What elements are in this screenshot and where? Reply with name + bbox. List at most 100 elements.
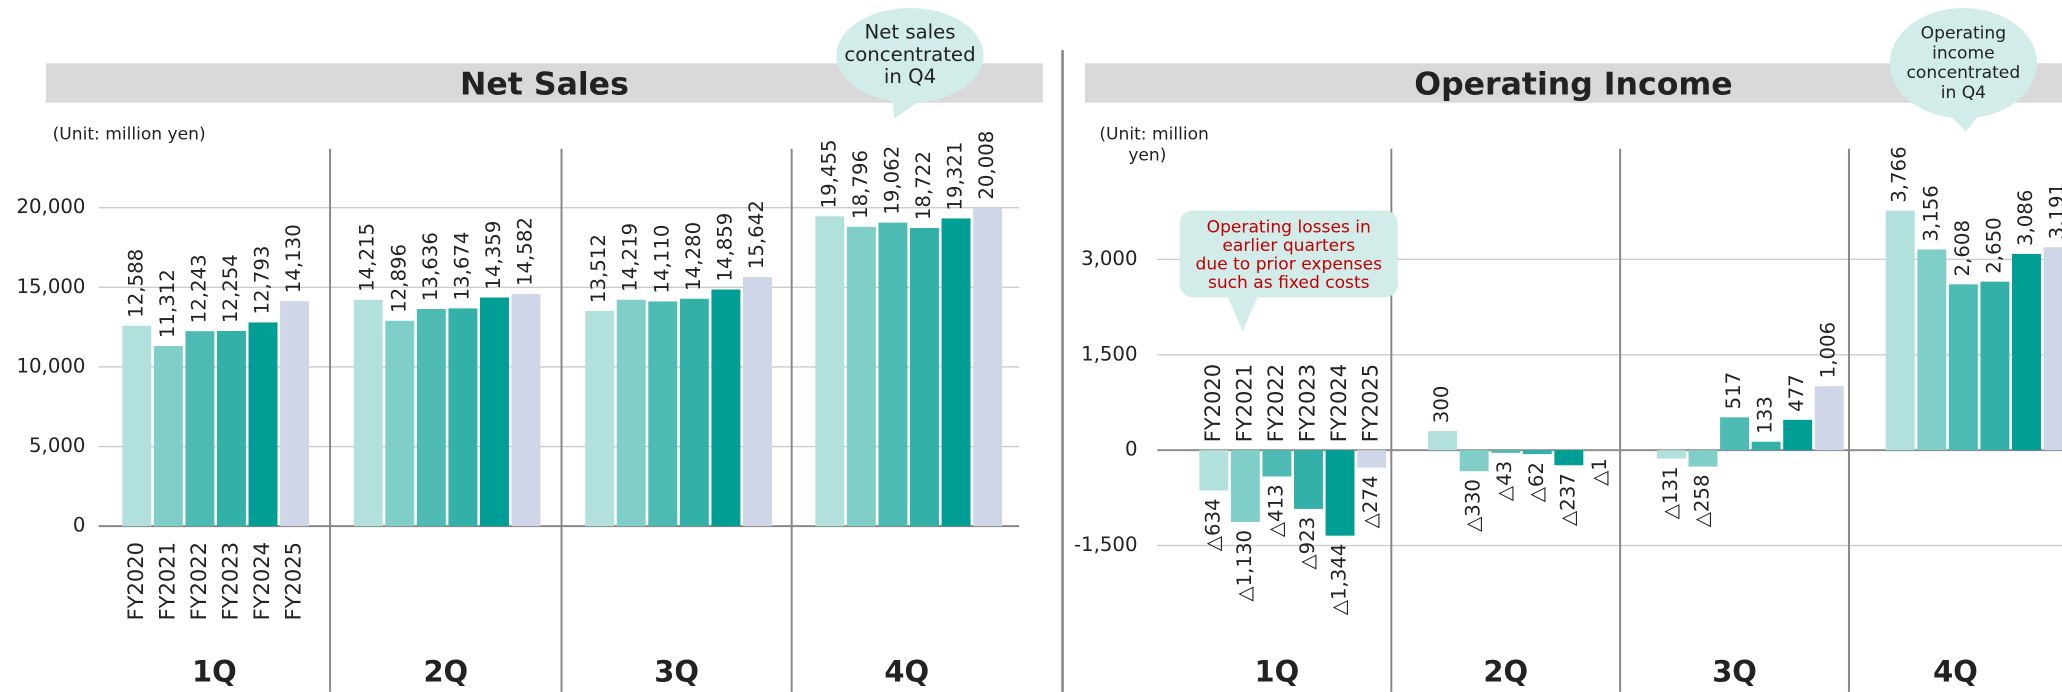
bar	[1980, 281, 2010, 451]
bar	[743, 277, 772, 527]
callout-text: Net sales	[864, 21, 955, 44]
value-label: 19,062	[880, 146, 903, 215]
value-label: △237	[1556, 473, 1579, 526]
unit-label: yen)	[1128, 145, 1166, 165]
callout-text: income	[1932, 43, 1995, 63]
value-label: 2,608	[1951, 220, 1974, 276]
bar	[1554, 450, 1584, 466]
series-name: FY2025	[281, 542, 306, 620]
value-label: 477	[1785, 374, 1808, 412]
series-name: FY2022	[1263, 364, 1288, 442]
value-label: 19,455	[817, 139, 840, 208]
x-tick-label: 1Q	[192, 654, 237, 688]
value-label: 14,215	[356, 223, 379, 292]
value-label: 13,636	[419, 232, 442, 301]
value-label: △43	[1493, 461, 1516, 501]
value-label: 14,859	[713, 213, 736, 282]
x-tick-label: 1Q	[1255, 654, 1300, 688]
value-label: 14,130	[282, 224, 305, 293]
value-label: 3,191	[2046, 183, 2062, 239]
value-label: △634	[1201, 498, 1224, 551]
value-label: 18,722	[912, 151, 935, 220]
value-label: 12,588	[124, 249, 147, 318]
bar	[648, 301, 678, 527]
y-tick-label: 5,000	[29, 434, 85, 457]
bar	[1522, 450, 1552, 455]
bar	[846, 226, 876, 527]
value-label: △413	[1264, 484, 1287, 537]
callout	[1179, 210, 1398, 298]
callout-text: due to prior expenses	[1196, 254, 1383, 274]
x-tick-label: 4Q	[1933, 654, 1978, 688]
value-label: 20,008	[975, 131, 998, 200]
x-tick-label: 3Q	[654, 654, 699, 688]
bar	[910, 228, 939, 527]
value-label: △1,130	[1233, 530, 1256, 602]
series-name: FY2023	[217, 542, 242, 620]
bar	[1783, 419, 1813, 451]
bar	[2043, 247, 2062, 451]
callout-text: such as fixed costs	[1208, 273, 1370, 293]
value-label: 12,243	[187, 254, 210, 323]
y-tick-label: 20,000	[16, 195, 85, 218]
bar	[248, 322, 278, 527]
y-tick-label: 0	[73, 514, 86, 537]
x-tick-label: 4Q	[884, 654, 929, 688]
bar	[878, 222, 908, 527]
y-tick-label: 10,000	[16, 354, 85, 377]
y-tick-label: 1,500	[1081, 342, 1137, 365]
y-tick-label: 3,000	[1081, 247, 1137, 270]
callout-tail	[1226, 294, 1259, 332]
bar	[1885, 210, 1915, 451]
bar	[416, 309, 446, 527]
callout-text: concentrated	[1907, 63, 2021, 83]
bar	[2012, 253, 2041, 451]
value-label: 14,219	[619, 223, 642, 292]
bar	[1230, 450, 1260, 523]
value-label: 1,006	[1817, 322, 1840, 378]
series-name: FY2025	[1358, 364, 1383, 442]
bar	[216, 331, 246, 527]
y-tick-label: -1,500	[1074, 533, 1138, 556]
bar	[1917, 249, 1947, 451]
bar	[941, 218, 971, 527]
series-name: FY2023	[1294, 364, 1319, 442]
value-label: 12,254	[219, 254, 242, 323]
bar	[1294, 450, 1323, 509]
bar	[585, 310, 615, 527]
bar	[1751, 441, 1781, 451]
value-label: 14,280	[682, 222, 705, 291]
value-label: 2,650	[1982, 217, 2005, 273]
value-label: △62	[1525, 462, 1548, 502]
series-name: FY2022	[186, 542, 211, 620]
value-label: 3,156	[1919, 185, 1942, 241]
callout-text: Operating	[1921, 24, 2006, 44]
callout-text: in Q4	[1941, 83, 1986, 103]
bar	[1656, 450, 1686, 459]
value-label: 517	[1722, 372, 1745, 410]
series-name: FY2021	[1231, 364, 1256, 442]
bar	[1814, 386, 1844, 451]
y-tick-label: 15,000	[16, 275, 85, 298]
bar	[616, 299, 646, 527]
value-label: 18,796	[849, 150, 872, 219]
value-label: △330	[1462, 479, 1485, 532]
value-label: △274	[1359, 476, 1382, 529]
callout-text: earlier quarters	[1222, 236, 1355, 256]
x-tick-label: 2Q	[1483, 654, 1528, 688]
bar	[122, 325, 152, 527]
bar	[1491, 450, 1521, 453]
value-label: 3,086	[2014, 190, 2037, 246]
value-label: 14,359	[482, 221, 505, 290]
bar	[1325, 450, 1355, 536]
y-tick-label: 0	[1125, 438, 1138, 461]
bar	[353, 299, 383, 527]
bar	[1357, 450, 1387, 468]
x-tick-label: 2Q	[423, 654, 468, 688]
unit-label: (Unit: million	[1099, 124, 1209, 144]
value-label: 300	[1430, 386, 1453, 424]
bar	[1428, 431, 1458, 451]
bar	[1199, 450, 1229, 491]
value-label: 3,766	[1888, 146, 1911, 202]
